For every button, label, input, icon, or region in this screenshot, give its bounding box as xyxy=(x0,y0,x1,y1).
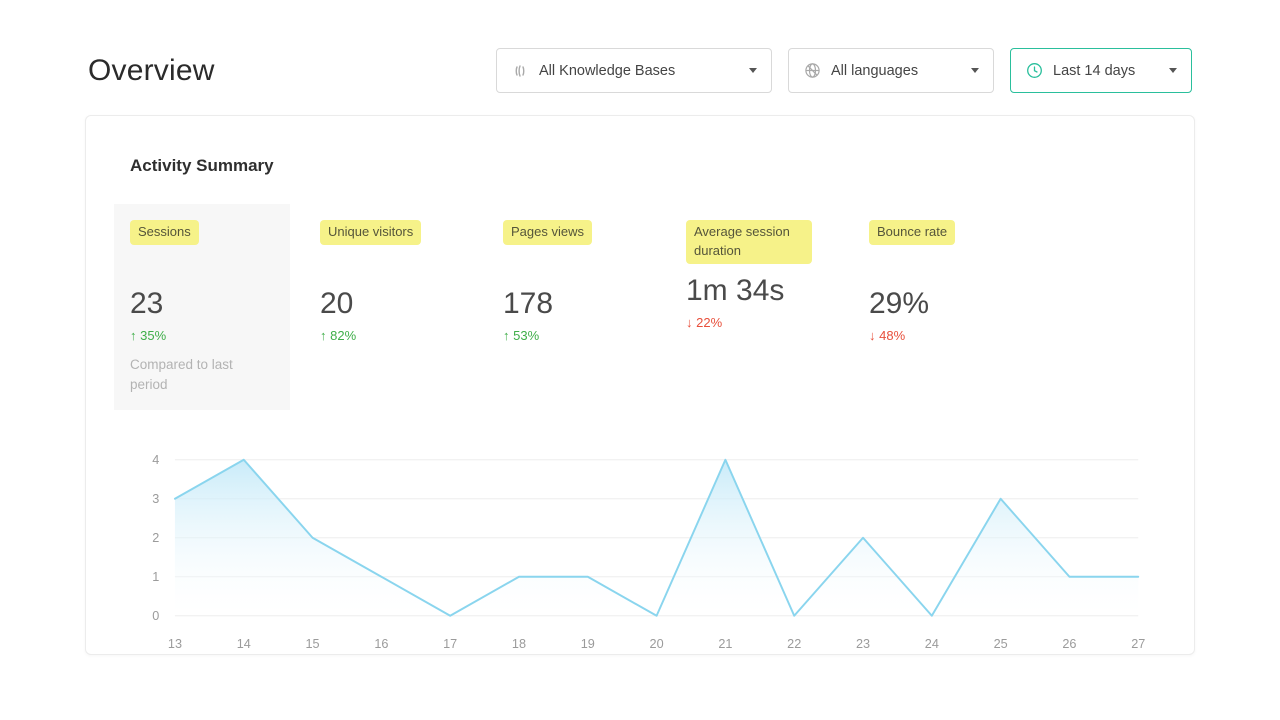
metric-change: ↓ 48% xyxy=(869,328,906,343)
svg-text:26: 26 xyxy=(1062,637,1076,651)
trend-down-icon: ↓ xyxy=(869,328,876,343)
page-title: Overview xyxy=(88,53,215,87)
languages-globe-icon xyxy=(803,62,821,80)
svg-text:14: 14 xyxy=(237,637,251,651)
svg-text:18: 18 xyxy=(512,637,526,651)
trend-up-icon: ↑ xyxy=(130,328,137,343)
trend-up-icon: ↑ xyxy=(320,328,327,343)
chevron-down-icon xyxy=(749,68,757,73)
metric-change: ↑ 35% xyxy=(130,328,167,343)
metric-value: 23 xyxy=(130,287,164,320)
metric-label: Sessions xyxy=(130,220,199,245)
chevron-down-icon xyxy=(971,68,979,73)
svg-text:27: 27 xyxy=(1131,637,1145,651)
metric-label: Bounce rate xyxy=(869,220,956,245)
trend-up-icon: ↑ xyxy=(503,328,510,343)
metric-label: Pages views xyxy=(503,220,592,245)
metric-change: ↑ 82% xyxy=(320,328,357,343)
metric-value: 29% xyxy=(869,287,930,320)
activity-chart-container: 0 1 2 3 4 13 14 15 16 17 18 19 20 21 22 23 24 25 26 27 xyxy=(130,444,1150,656)
activity-summary-card: Activity Summary Sessions 23 ↑ 35% Compa… xyxy=(85,115,1195,655)
chevron-down-icon xyxy=(1169,68,1177,73)
metric-sessions: Sessions 23 ↑ 35% Compared to last perio… xyxy=(114,204,290,411)
languages-label: All languages xyxy=(831,62,919,79)
svg-text:20: 20 xyxy=(650,637,664,651)
svg-text:16: 16 xyxy=(374,637,388,651)
knowledge-bases-icon xyxy=(511,62,529,80)
svg-text:19: 19 xyxy=(581,637,595,651)
svg-text:4: 4 xyxy=(152,453,159,467)
metric-change: ↑ 53% xyxy=(503,328,540,343)
metric-average-session-duration: Average session duration 1m 34s ↓ 22% xyxy=(670,204,853,410)
svg-text:0: 0 xyxy=(152,609,159,623)
metric-bounce-rate: Bounce rate 29% ↓ 48% xyxy=(853,204,1036,410)
card-title: Activity Summary xyxy=(130,156,274,175)
metric-label: Average session duration xyxy=(686,220,812,264)
svg-text:17: 17 xyxy=(443,637,457,651)
svg-text:13: 13 xyxy=(168,637,182,651)
languages-dropdown[interactable]: All languages xyxy=(788,48,994,93)
svg-text:15: 15 xyxy=(306,637,320,651)
page-header: Overview All Knowledge Bases All languag… xyxy=(0,0,1280,93)
svg-text:3: 3 xyxy=(152,492,159,506)
svg-text:25: 25 xyxy=(994,637,1008,651)
metric-note: Compared to last period xyxy=(130,357,233,392)
date-range-label: Last 14 days xyxy=(1053,62,1136,79)
svg-text:2: 2 xyxy=(152,531,159,545)
metric-value: 178 xyxy=(503,287,554,320)
filter-bar: All Knowledge Bases All languages xyxy=(496,48,1192,93)
metric-change: ↓ 22% xyxy=(686,315,723,330)
date-range-dropdown[interactable]: Last 14 days xyxy=(1010,48,1192,93)
knowledge-bases-label: All Knowledge Bases xyxy=(539,62,676,79)
metric-value: 20 xyxy=(320,287,354,320)
trend-down-icon: ↓ xyxy=(686,315,693,330)
svg-text:1: 1 xyxy=(152,570,159,584)
svg-text:24: 24 xyxy=(925,637,939,651)
metric-unique-visitors: Unique visitors 20 ↑ 82% xyxy=(304,204,487,410)
knowledge-bases-dropdown[interactable]: All Knowledge Bases xyxy=(496,48,772,93)
metric-pages-views: Pages views 178 ↑ 53% xyxy=(487,204,670,410)
metric-label: Unique visitors xyxy=(320,220,422,245)
metrics-row: Sessions 23 ↑ 35% Compared to last perio… xyxy=(114,204,1150,411)
svg-text:22: 22 xyxy=(787,637,801,651)
metric-value: 1m 34s xyxy=(686,274,785,307)
svg-text:23: 23 xyxy=(856,637,870,651)
clock-icon xyxy=(1025,62,1043,80)
svg-text:21: 21 xyxy=(718,637,732,651)
